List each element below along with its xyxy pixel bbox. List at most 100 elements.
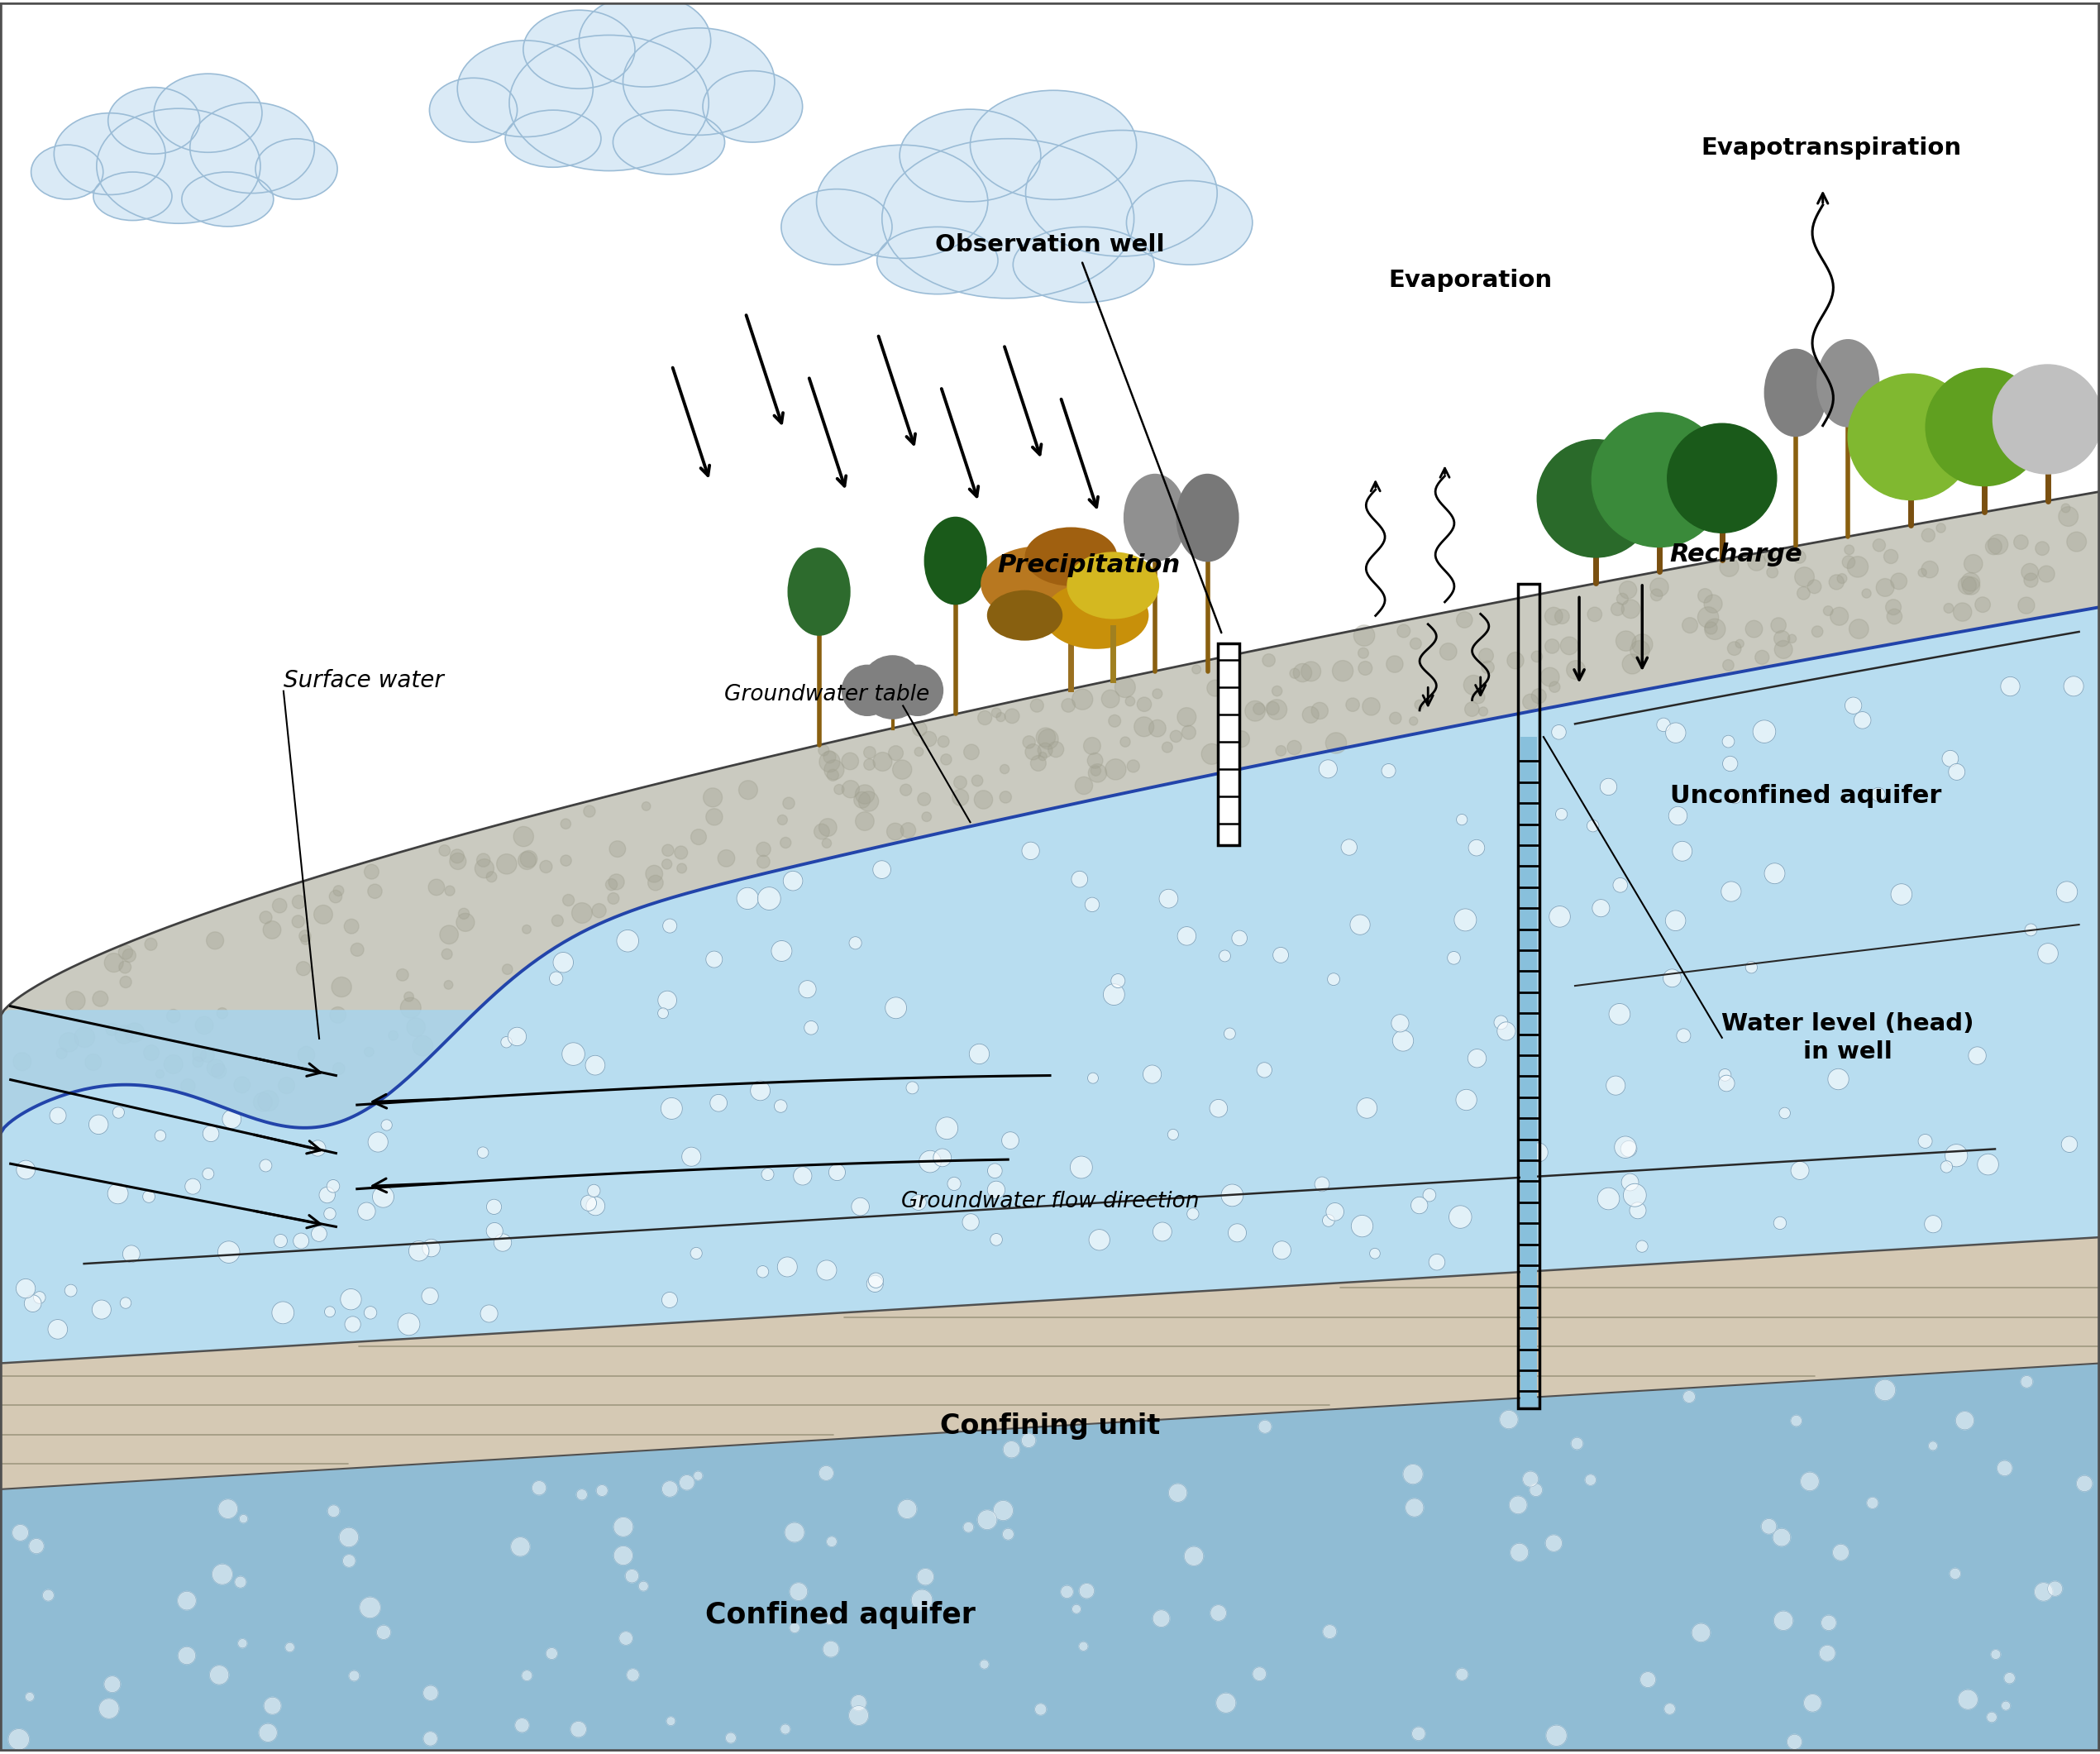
Circle shape [1722,756,1739,772]
Circle shape [680,1475,695,1491]
Circle shape [1079,1584,1094,1598]
Circle shape [1968,1047,1987,1065]
Ellipse shape [55,112,166,195]
Circle shape [296,961,311,975]
Circle shape [1949,763,1966,781]
Circle shape [1586,1475,1596,1486]
Circle shape [2022,563,2039,581]
Circle shape [1787,1735,1802,1749]
Circle shape [1921,528,1934,542]
Circle shape [842,781,859,798]
Circle shape [105,952,124,972]
Circle shape [756,842,771,856]
Circle shape [794,1166,813,1186]
Circle shape [613,1545,632,1565]
Circle shape [340,1289,361,1310]
Circle shape [1632,633,1653,654]
Text: Evaporation: Evaporation [1388,268,1552,291]
Ellipse shape [183,172,273,226]
Circle shape [842,752,859,770]
Circle shape [977,1510,998,1529]
Circle shape [1119,737,1130,747]
Circle shape [1302,661,1321,681]
Circle shape [1791,1415,1802,1426]
Circle shape [202,1168,214,1180]
Circle shape [1718,1068,1730,1080]
Circle shape [88,1116,109,1135]
Circle shape [737,888,758,909]
Circle shape [59,1033,78,1052]
Circle shape [519,852,536,870]
Circle shape [48,1319,67,1338]
Circle shape [502,965,512,975]
Circle shape [861,656,924,719]
Circle shape [1651,577,1670,596]
Circle shape [867,1273,884,1287]
Circle shape [790,1582,806,1600]
Circle shape [1208,681,1224,696]
Circle shape [1829,575,1844,589]
Circle shape [1411,1728,1426,1740]
Circle shape [262,921,281,938]
Circle shape [1745,621,1762,637]
Circle shape [1615,631,1636,651]
Text: Water level (head)
in well: Water level (head) in well [1722,1012,1974,1063]
Circle shape [1277,745,1285,756]
Circle shape [662,1480,678,1496]
Circle shape [1697,607,1718,628]
Circle shape [1035,1703,1046,1715]
Circle shape [2020,1375,2033,1387]
Circle shape [1842,556,1854,568]
Circle shape [1468,1049,1487,1068]
Circle shape [1105,759,1126,781]
Circle shape [292,895,307,909]
Circle shape [1220,951,1231,961]
Circle shape [951,789,968,805]
Circle shape [1428,1254,1445,1270]
Circle shape [233,1077,250,1093]
Text: Precipitation: Precipitation [998,553,1180,577]
Circle shape [363,1047,374,1056]
Circle shape [1945,1144,1968,1166]
Circle shape [496,854,517,873]
Circle shape [563,895,573,907]
Circle shape [682,1147,701,1166]
Circle shape [1453,909,1476,931]
Circle shape [798,980,817,998]
Circle shape [2035,542,2050,556]
Circle shape [99,1698,120,1719]
Circle shape [1764,863,1785,884]
Circle shape [487,1200,502,1214]
Circle shape [657,991,676,1010]
Circle shape [825,1615,834,1624]
Circle shape [638,1582,649,1591]
Circle shape [200,1049,214,1063]
Circle shape [357,1203,376,1221]
Circle shape [1357,1098,1378,1119]
Circle shape [1115,677,1136,698]
Circle shape [239,1515,248,1522]
Circle shape [273,898,288,912]
Circle shape [1182,726,1195,740]
Circle shape [1256,1063,1273,1077]
Circle shape [674,845,687,859]
Circle shape [937,1117,958,1140]
Circle shape [1161,742,1172,752]
Circle shape [42,1589,55,1601]
Circle shape [105,1677,120,1693]
Circle shape [804,1021,819,1035]
Circle shape [972,775,983,786]
Circle shape [265,1698,281,1714]
Circle shape [859,791,878,812]
Circle shape [1871,788,1886,802]
Circle shape [1917,1135,1932,1149]
Circle shape [1546,1535,1562,1552]
Circle shape [1201,744,1222,765]
Circle shape [1170,1484,1186,1501]
Circle shape [1672,842,1693,861]
Circle shape [1302,707,1319,723]
Circle shape [1787,635,1795,644]
Circle shape [359,1598,380,1617]
Circle shape [412,1035,433,1056]
Ellipse shape [580,0,710,88]
